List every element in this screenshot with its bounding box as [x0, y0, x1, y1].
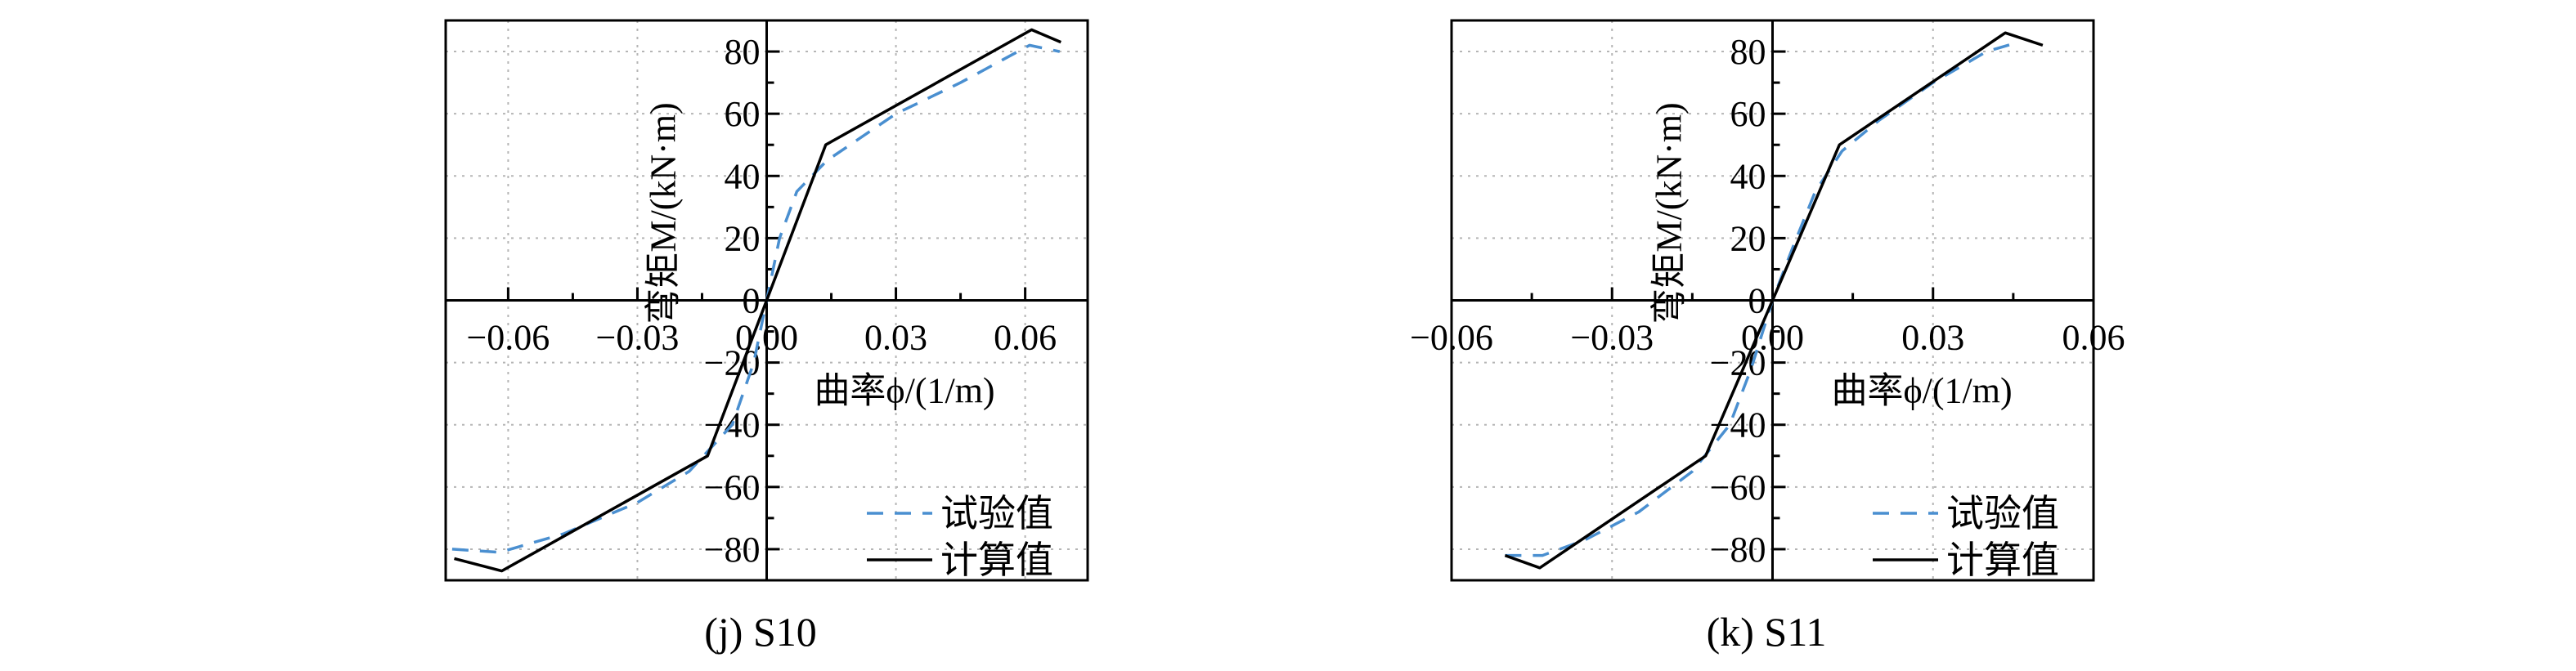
y-tick-label: 0 — [743, 281, 761, 321]
x-tick-label: 0.06 — [2062, 318, 2125, 358]
y-tick-label: −60 — [704, 467, 761, 508]
y-tick-label: 40 — [725, 156, 761, 196]
y-tick-label: −20 — [704, 343, 761, 383]
y-tick-label: −60 — [1710, 467, 1766, 508]
legend-label-test: 试验值 — [1946, 493, 2059, 535]
legend-label-calc: 计算值 — [940, 539, 1053, 581]
panel-caption: (k) S11 — [1707, 609, 1827, 655]
legend-label-test: 试验值 — [940, 493, 1053, 535]
x-axis-title: 曲率ϕ/(1/m) — [814, 371, 994, 411]
x-tick-label: −0.03 — [596, 318, 680, 358]
x-tick-label: 0.00 — [735, 318, 798, 358]
x-tick-label: 0.03 — [864, 318, 927, 358]
y-tick-label: −80 — [704, 530, 761, 570]
y-tick-label: 20 — [1730, 218, 1766, 258]
y-axis-title: 弯矩M/(kN·m) — [1649, 102, 1690, 324]
chart-panel-s11: −0.06 −0.03 0.00 0.03 0.06−80−60−40−20020406… — [1410, 19, 2125, 655]
legend-label-calc: 计算值 — [1946, 539, 2059, 581]
x-axis-title: 曲率ϕ/(1/m) — [1831, 371, 2012, 411]
y-tick-label: 0 — [1748, 281, 1766, 321]
x-tick-label: 0.03 — [1901, 318, 1964, 358]
x-tick-label: −0.03 — [1570, 318, 1654, 358]
y-tick-label: 80 — [725, 32, 761, 72]
x-tick-label: 0.06 — [994, 318, 1057, 358]
x-tick-label: −0.06 — [1410, 318, 1493, 358]
y-tick-label: −20 — [1710, 343, 1766, 383]
y-tick-label: 20 — [725, 218, 761, 258]
x-tick-label: −0.06 — [466, 318, 550, 358]
y-tick-label: 60 — [725, 94, 761, 134]
y-tick-label: −80 — [1710, 530, 1766, 570]
y-tick-label: 60 — [1730, 94, 1766, 134]
y-tick-label: 40 — [1730, 156, 1766, 196]
panel-caption: (j) S10 — [704, 609, 817, 655]
chart-panel-s10: −0.06 −0.03 0.00 0.03 0.06−80−60−40−20020406… — [444, 19, 1089, 655]
calculated-value-series-line — [454, 28, 1061, 573]
y-axis-title: 弯矩M/(kN·m) — [644, 102, 684, 324]
y-tick-label: 80 — [1730, 32, 1766, 72]
calculated-value-series-line — [1504, 31, 2044, 570]
